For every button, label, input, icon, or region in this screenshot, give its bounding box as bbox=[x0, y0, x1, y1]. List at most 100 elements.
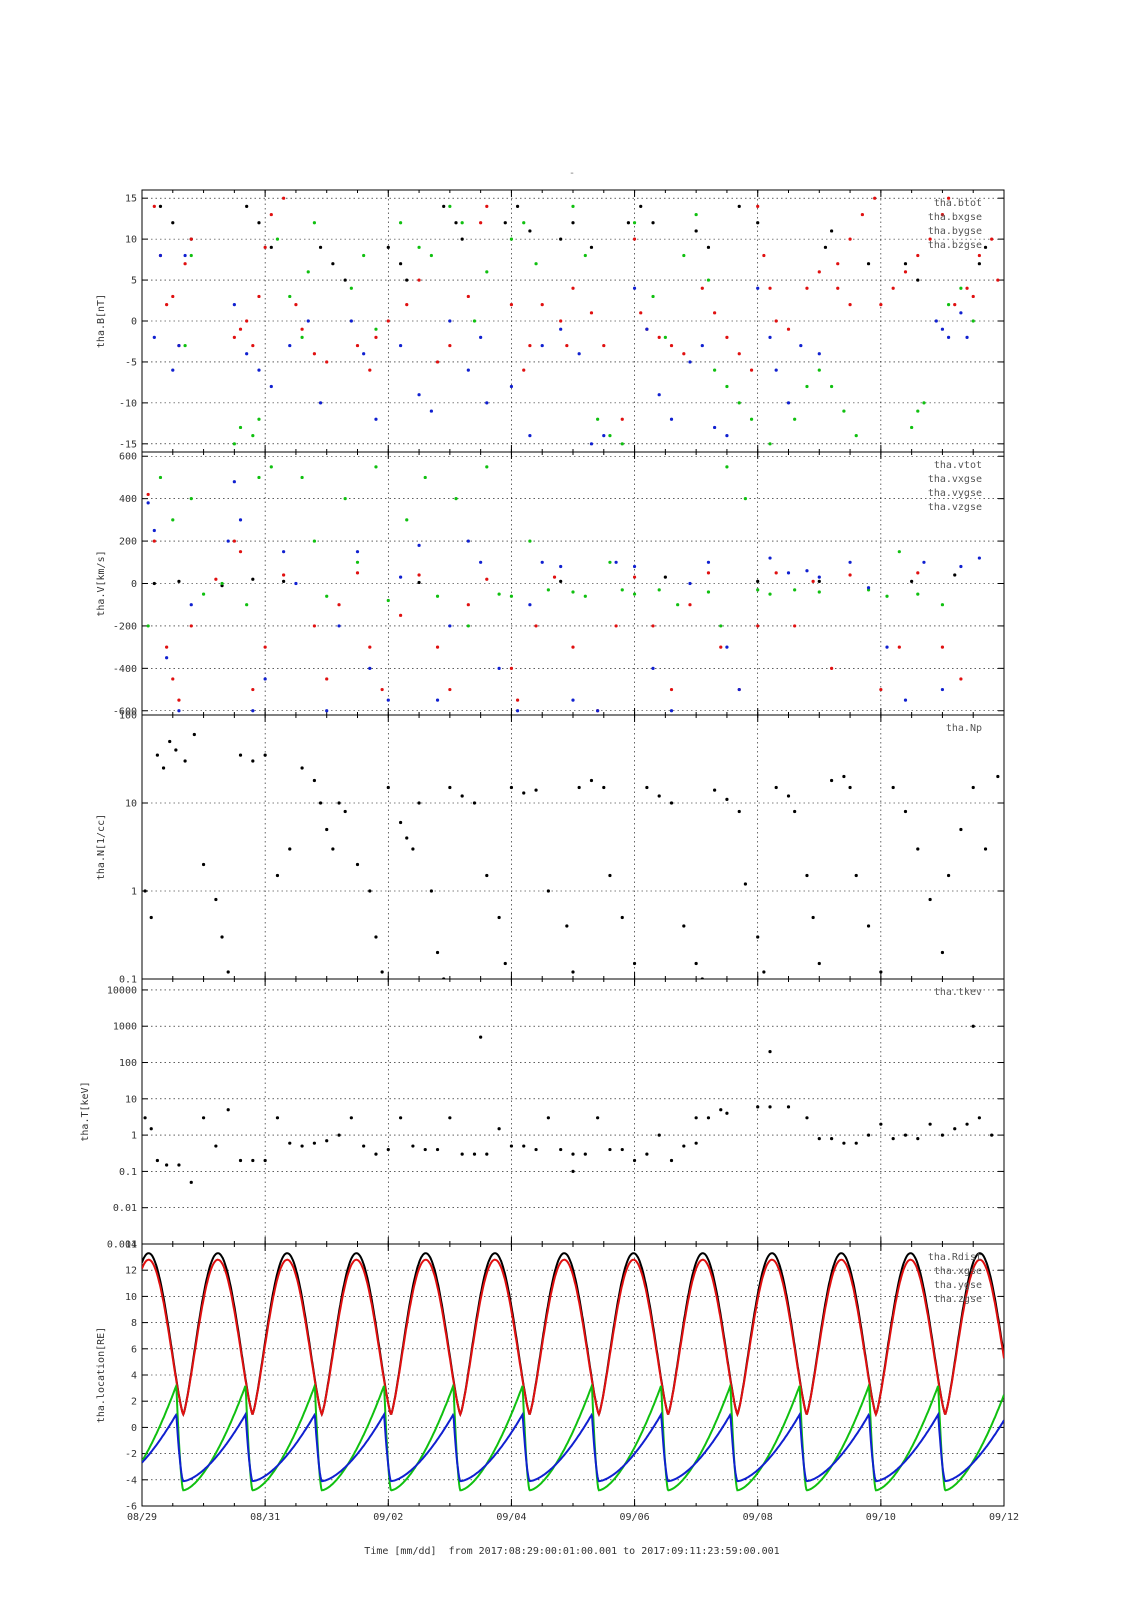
data-point bbox=[546, 889, 550, 893]
data-point bbox=[571, 1152, 575, 1156]
data-point bbox=[238, 550, 243, 554]
data-point bbox=[251, 577, 255, 581]
data-point bbox=[460, 794, 464, 798]
data-point bbox=[306, 319, 310, 323]
data-point bbox=[368, 368, 372, 372]
data-point bbox=[201, 592, 206, 596]
y-tick-label: 6 bbox=[131, 1344, 137, 1355]
legend-entry: tha.xgse bbox=[934, 1266, 982, 1277]
x-tick-label: 09/08 bbox=[743, 1512, 773, 1523]
data-point bbox=[171, 677, 175, 681]
data-point bbox=[399, 262, 403, 266]
data-point bbox=[528, 343, 532, 348]
data-point bbox=[571, 698, 575, 702]
data-point bbox=[589, 245, 594, 249]
data-point bbox=[965, 286, 969, 290]
y-tick-label: 600 bbox=[119, 452, 137, 463]
data-point bbox=[479, 335, 483, 339]
data-point bbox=[589, 311, 594, 315]
data-point bbox=[294, 581, 298, 586]
data-point bbox=[380, 687, 384, 692]
data-point bbox=[269, 384, 273, 389]
data-point bbox=[725, 797, 729, 801]
data-point bbox=[515, 709, 520, 713]
data-point bbox=[756, 204, 760, 208]
data-point bbox=[940, 212, 945, 217]
legend-entry: tha.Np bbox=[946, 723, 982, 734]
data-point bbox=[534, 788, 538, 792]
data-point bbox=[737, 352, 741, 356]
data-point bbox=[879, 303, 883, 307]
data-point bbox=[288, 294, 292, 299]
data-point bbox=[713, 788, 717, 792]
data-point bbox=[805, 873, 809, 878]
data-point bbox=[873, 196, 877, 200]
data-point bbox=[786, 571, 791, 575]
data-point bbox=[546, 1116, 550, 1120]
data-point bbox=[189, 603, 193, 607]
data-point bbox=[768, 286, 772, 290]
data-point bbox=[571, 1169, 575, 1174]
data-point bbox=[669, 687, 674, 692]
data-point bbox=[774, 571, 778, 575]
series-tha.vygse bbox=[146, 465, 945, 628]
data-point bbox=[786, 1105, 791, 1109]
data-point bbox=[168, 739, 172, 744]
data-point bbox=[386, 319, 390, 323]
data-point bbox=[155, 753, 159, 757]
x-tick-label: 09/12 bbox=[989, 1512, 1019, 1523]
y-tick-label: 8 bbox=[131, 1318, 137, 1329]
data-point bbox=[226, 539, 230, 543]
data-point bbox=[940, 603, 945, 607]
data-point bbox=[220, 581, 224, 586]
data-point bbox=[417, 245, 421, 249]
data-point bbox=[189, 624, 193, 628]
data-point bbox=[429, 409, 433, 413]
data-point bbox=[848, 237, 852, 241]
data-point bbox=[645, 327, 649, 331]
data-point bbox=[786, 401, 791, 405]
data-point bbox=[632, 286, 637, 290]
data-point bbox=[559, 564, 563, 569]
data-point bbox=[811, 915, 815, 920]
data-point bbox=[275, 873, 280, 878]
data-point bbox=[669, 1158, 674, 1163]
data-point bbox=[571, 286, 575, 290]
data-point bbox=[830, 1137, 834, 1141]
data-point bbox=[405, 303, 409, 307]
data-point bbox=[885, 594, 889, 598]
data-point bbox=[836, 286, 840, 290]
data-point bbox=[417, 278, 421, 282]
y-tick-label: 100 bbox=[119, 1058, 137, 1069]
data-point bbox=[706, 278, 711, 282]
y-tick-label: -400 bbox=[113, 664, 137, 675]
data-point bbox=[749, 368, 754, 372]
data-point bbox=[854, 873, 858, 878]
series-tha.vtot bbox=[152, 573, 957, 588]
y-tick-label: 10 bbox=[125, 799, 137, 810]
data-point bbox=[269, 245, 273, 249]
data-point bbox=[725, 384, 729, 389]
data-point bbox=[854, 434, 858, 438]
y-axis-label: tha.location[RE] bbox=[96, 1327, 107, 1423]
panels: 151050-5-10-15tha.B[nT]tha.btottha.bxgse… bbox=[80, 189, 1005, 1513]
y-tick-label: 1 bbox=[131, 887, 137, 898]
data-point bbox=[953, 303, 957, 307]
data-point bbox=[466, 603, 470, 607]
data-point bbox=[269, 212, 273, 217]
y-tick-label: -5 bbox=[125, 357, 137, 368]
data-point bbox=[429, 253, 433, 258]
data-point bbox=[977, 262, 981, 266]
data-point bbox=[288, 847, 292, 851]
data-point bbox=[596, 709, 600, 713]
data-point bbox=[355, 550, 360, 554]
data-point bbox=[485, 873, 489, 878]
y-tick-label: -600 bbox=[113, 706, 137, 717]
data-point bbox=[559, 1147, 563, 1152]
series-tha.vzgse bbox=[146, 480, 981, 713]
data-point bbox=[922, 560, 926, 564]
data-point bbox=[282, 550, 286, 554]
data-point bbox=[706, 590, 711, 594]
data-point bbox=[300, 766, 304, 770]
data-point bbox=[682, 924, 686, 928]
